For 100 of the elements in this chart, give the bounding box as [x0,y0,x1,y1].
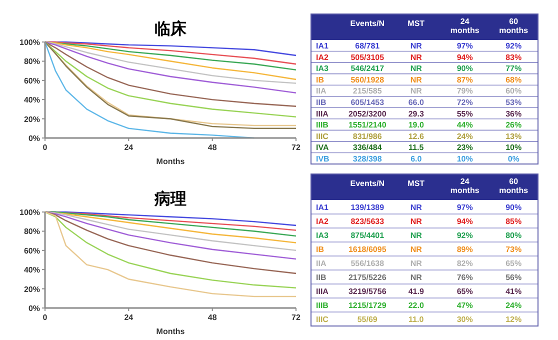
text: 92% [506,42,522,51]
text: 336/484 [352,143,382,152]
y-tick-label: 80% [24,57,40,66]
text: NR [410,273,422,282]
text: 89% [456,245,473,254]
text: NR [410,64,422,74]
text: 1551/2140 [348,120,386,130]
x-tick-label: 72 [292,143,301,152]
text: 831/986 [352,132,382,141]
text: NR [410,42,422,51]
text: 10% [506,143,522,152]
category-label: IVA [316,143,329,152]
text: 505/3105 [350,52,384,62]
text: NR [410,52,422,62]
text: 13% [506,132,522,141]
x-tick-label: 0 [42,313,48,322]
text: 94% [456,52,473,62]
text: NR [410,203,422,212]
category-label: IVB [316,154,330,164]
category-label: 60 months [499,177,529,195]
y-tick-label: 0% [28,134,40,143]
text: 139/1389 [350,203,384,212]
x-tick-label: 0 [42,143,48,152]
text: 3219/5756 [348,287,386,296]
text: 11.5 [408,143,424,152]
text: 76% [456,273,473,282]
category-label: IIIB [316,301,328,310]
text: NR [410,75,422,84]
text: 56% [506,273,522,282]
text: 2052/3200 [348,109,386,118]
text: 90% [506,203,522,212]
text: 97% [456,42,473,51]
text: 546/2417 [350,64,384,74]
text: NR [410,259,422,268]
text: 87% [456,75,473,84]
text: 12% [506,315,522,324]
text: 90% [456,64,473,74]
text: 65% [506,259,522,268]
category-label: IIIA [316,287,328,296]
y-tick-label: 80% [24,227,40,236]
text: 68/781 [355,42,380,51]
text: 24% [506,301,522,310]
y-tick-label: 40% [24,266,40,275]
category-label: 24 months [450,177,480,195]
text: 328/398 [352,154,382,164]
text: 11.0 [408,315,424,324]
text: 94% [456,217,473,226]
text: 55/69 [357,315,378,324]
text: 68% [506,75,522,84]
y-tick-label: 20% [24,284,40,294]
category-label: MST [408,179,425,188]
text: 65% [456,287,473,296]
text: 605/1453 [350,98,384,107]
text: 44% [456,120,473,130]
text: 19.0 [408,120,424,130]
text: 1618/6095 [348,245,386,254]
text: 97% [456,203,473,212]
category-label: IA3 [316,64,328,74]
text: 55% [456,109,473,118]
category-label: 24 months [450,17,480,35]
text: 60% [506,86,522,96]
text: NR [410,86,422,96]
text: 12.6 [408,132,424,141]
text: 30% [456,315,473,324]
text: 215/585 [352,86,382,96]
text: 823/5633 [350,217,384,226]
text: 80% [506,231,522,240]
category-label: IB [316,75,324,84]
y-tick-label: 100% [20,208,40,217]
text: 41.9 [408,287,424,296]
y-tick-label: 40% [24,96,40,105]
category-label: IA1 [316,203,328,212]
text: 10% [456,154,473,164]
text: 560/1928 [350,75,384,84]
category-label: IIA [316,86,326,96]
title: 病理 [154,191,186,208]
text: 36% [506,109,522,118]
text: 92% [456,231,473,240]
text: 875/4401 [350,231,384,240]
category-label: IIIA [316,109,328,118]
y-tick-label: 60% [24,76,40,86]
y-tick-label: 100% [20,38,40,47]
y-tick-label: 60% [24,246,40,256]
text: 6.0 [410,154,422,164]
x-tick-label: 48 [208,143,218,152]
category-label: Events/N [350,19,385,28]
text: NR [410,245,422,254]
title: 临床 [154,21,186,38]
category-label: IA2 [316,52,328,62]
text: 73% [506,245,522,254]
text: 2175/5226 [348,273,386,282]
x-axis-title: Months [156,157,186,166]
text: 47% [456,301,473,310]
text: 53% [506,98,522,107]
text: 24% [456,132,473,141]
y-tick-label: 0% [28,304,40,313]
text: NR [410,231,422,240]
x-tick-label: 72 [292,313,301,322]
text: 22.0 [408,301,424,310]
category-label: IIA [316,259,326,268]
